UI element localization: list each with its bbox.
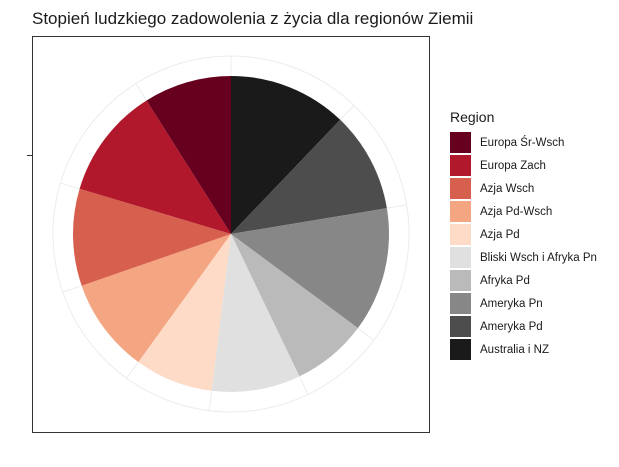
legend: Region Europa Śr-Wsch Europa Zach Azja Wsc…: [450, 109, 597, 361]
legend-label: Bliski Wsch i Afryka Pn: [480, 251, 597, 264]
legend-swatch: [450, 178, 471, 199]
legend-swatch: [450, 155, 471, 176]
legend-title: Region: [450, 109, 495, 125]
legend-label: Australia i NZ: [480, 343, 550, 356]
pie-slice: [231, 208, 390, 329]
pie-slice: [72, 188, 231, 286]
polar-grid-spoke: [386, 204, 407, 209]
polar-grid-spoke: [135, 83, 147, 101]
legend-label: Azja Pd: [480, 228, 520, 241]
polar-grid: [52, 55, 410, 413]
legend-label: Afryka Pd: [480, 274, 530, 287]
polar-grid-spoke: [126, 361, 139, 379]
legend-item: Ameryka Pd: [450, 315, 597, 338]
polar-grid-spoke: [208, 390, 213, 411]
legend-item: Europa Śr-Wsch: [450, 131, 597, 154]
pie-slice: [79, 100, 231, 234]
legend-item: Ameryka Pn: [450, 292, 597, 315]
legend-swatch: [450, 293, 471, 314]
pie-slices: [72, 76, 390, 393]
pie-slice: [146, 76, 231, 234]
legend-label: Europa Śr-Wsch: [480, 136, 565, 149]
polar-grid-spoke: [60, 182, 80, 190]
legend-item: Azja Pd-Wsch: [450, 200, 597, 223]
legend-swatch: [450, 316, 471, 337]
pie-slice: [231, 119, 387, 234]
pie-slice: [231, 234, 358, 377]
legend-swatch: [450, 201, 471, 222]
legend-label: Europa Zach: [480, 159, 546, 172]
legend-item: Afryka Pd: [450, 269, 597, 292]
polar-grid-spoke: [357, 327, 375, 341]
pie-slice: [138, 234, 231, 391]
legend-label: Azja Pd-Wsch: [480, 205, 553, 218]
pie-slice: [211, 234, 300, 393]
pie-slice: [231, 76, 341, 234]
polar-grid-spoke: [339, 105, 355, 121]
polar-grid-spoke: [62, 285, 82, 293]
legend-items: Europa Śr-Wsch Europa Zach Azja Wsch Azja P…: [450, 131, 597, 361]
polar-grid-spoke: [298, 376, 309, 395]
legend-item: Azja Wsch: [450, 177, 597, 200]
legend-item: Azja Pd: [450, 223, 597, 246]
legend-swatch: [450, 339, 471, 360]
legend-swatch: [450, 224, 471, 245]
pie-slice: [81, 234, 232, 362]
legend-item: Australia i NZ: [450, 338, 597, 361]
legend-label: Azja Wsch: [480, 182, 535, 195]
legend-swatch: [450, 247, 471, 268]
legend-swatch: [450, 132, 471, 153]
chart-title: Stopień ludzkiego zadowolenia z życia dl…: [32, 9, 474, 28]
legend-label: Ameryka Pd: [480, 320, 543, 333]
legend-swatch: [450, 270, 471, 291]
legend-label: Ameryka Pn: [480, 297, 543, 310]
legend-item: Europa Zach: [450, 154, 597, 177]
legend-item: Bliski Wsch i Afryka Pn: [450, 246, 597, 269]
